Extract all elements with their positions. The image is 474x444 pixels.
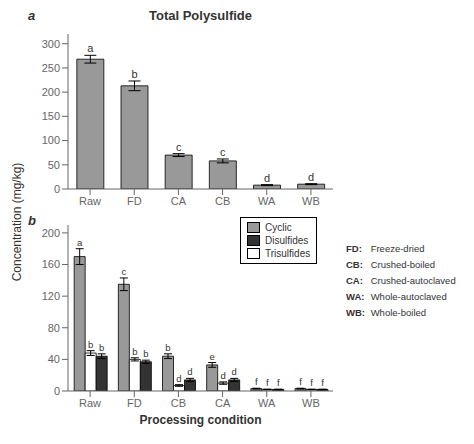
svg-text:a: a <box>87 42 94 54</box>
html-text:Total Polysulfide: Total Polysulfide <box>149 8 252 23</box>
html-text:CA:: CA: <box>346 275 363 286</box>
svg-text:b: b <box>165 342 170 353</box>
svg-text:WB: WB <box>302 195 320 207</box>
svg-text:CB: CB <box>171 397 186 409</box>
html-text:FD:: FD: <box>346 243 362 254</box>
html-text:Trisulfides: Trisulfides <box>265 248 311 259</box>
html-text:Disulfides: Disulfides <box>265 235 309 246</box>
svg-text:300: 300 <box>42 38 60 50</box>
svg-text:f: f <box>277 377 280 388</box>
svg-text:d: d <box>221 370 226 381</box>
svg-text:FD: FD <box>127 195 142 207</box>
svg-text:d: d <box>187 366 192 377</box>
svg-text:100: 100 <box>42 134 60 146</box>
svg-text:250: 250 <box>42 62 60 74</box>
html-text:b: b <box>28 213 36 228</box>
svg-text:f: f <box>266 377 269 388</box>
svg-text:CA: CA <box>215 397 231 409</box>
html-text:a: a <box>28 8 36 23</box>
svg-text:160: 160 <box>42 258 60 270</box>
svg-text:200: 200 <box>42 86 60 98</box>
html-text:Freeze-dried: Freeze-dried <box>368 243 425 254</box>
svg-text:b: b <box>132 346 137 357</box>
svg-text:0: 0 <box>54 183 60 195</box>
svg-text:d: d <box>176 373 181 384</box>
svg-text:c: c <box>121 266 126 277</box>
svg-text:Raw: Raw <box>79 397 101 409</box>
svg-text:b: b <box>131 68 137 80</box>
svg-text:WA: WA <box>258 397 276 409</box>
svg-text:e: e <box>210 351 215 362</box>
svg-text:50: 50 <box>48 159 60 171</box>
svg-text:f: f <box>255 376 258 387</box>
html-text:WB: Whole-boiled: WB: Whole-boiled <box>346 307 427 318</box>
svg-text:0: 0 <box>54 385 60 397</box>
svg-text:Raw: Raw <box>79 195 101 207</box>
svg-text:CA: CA <box>171 195 187 207</box>
html-text:Processing condition: Processing condition <box>139 413 262 427</box>
html-text:CB:: CB: <box>346 259 363 270</box>
svg-text:d: d <box>264 172 270 184</box>
svg-text:b: b <box>99 342 104 353</box>
html-text:Crushed-boiled: Crushed-boiled <box>368 259 436 270</box>
svg-text:200: 200 <box>42 227 60 239</box>
svg-text:c: c <box>176 141 182 153</box>
html-text:Crushed-autoclaved: Crushed-autoclaved <box>368 275 456 286</box>
svg-text:b: b <box>143 348 148 359</box>
svg-text:b: b <box>88 339 93 350</box>
svg-text:f: f <box>310 377 313 388</box>
svg-text:d: d <box>232 366 237 377</box>
svg-text:80: 80 <box>48 322 60 334</box>
svg-text:CB: CB <box>215 195 230 207</box>
html-text:WA: Whole-autoclaved: WA: Whole-autoclaved <box>346 291 447 302</box>
svg-text:FD: FD <box>127 397 142 409</box>
svg-text:c: c <box>220 146 226 158</box>
html-text:Cyclic: Cyclic <box>265 222 292 233</box>
svg-text:a: a <box>77 237 83 248</box>
html-text:Concentration (mg/kg): Concentration (mg/kg) <box>10 162 24 282</box>
svg-text:f: f <box>321 377 324 388</box>
svg-text:120: 120 <box>42 290 60 302</box>
svg-text:d: d <box>308 171 314 183</box>
svg-text:WB: WB <box>302 397 320 409</box>
svg-text:WA: WA <box>258 195 276 207</box>
svg-text:150: 150 <box>42 110 60 122</box>
svg-text:40: 40 <box>48 353 60 365</box>
svg-text:f: f <box>299 376 302 387</box>
